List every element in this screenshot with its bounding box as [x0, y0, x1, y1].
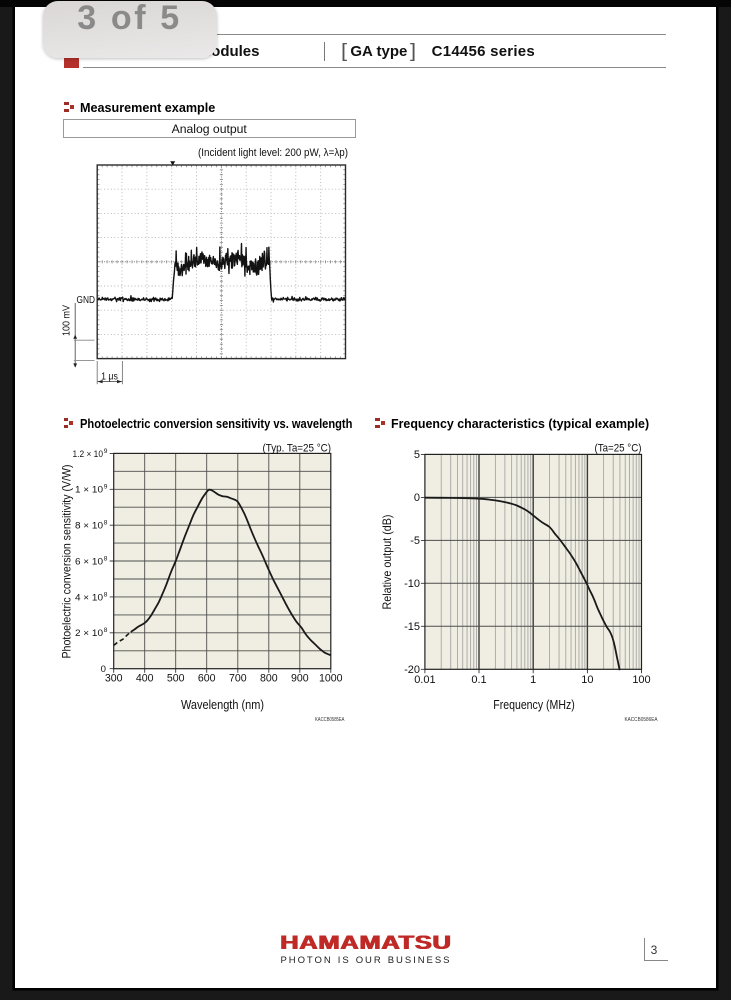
- svg-text:100 mV: 100 mV: [61, 305, 72, 336]
- svg-text:9: 9: [104, 448, 108, 455]
- svg-text:-10: -10: [404, 578, 420, 590]
- svg-text:-15: -15: [404, 621, 420, 633]
- svg-text:6 × 10: 6 × 10: [75, 556, 103, 567]
- svg-text:400: 400: [136, 673, 154, 685]
- svg-text:1 μs: 1 μs: [101, 372, 118, 383]
- svg-text:800: 800: [260, 673, 278, 685]
- svg-text:500: 500: [167, 673, 185, 685]
- svg-text:100: 100: [632, 674, 650, 686]
- svg-text:9: 9: [104, 484, 108, 491]
- svg-text:1000: 1000: [319, 673, 343, 685]
- svg-text:2 × 10: 2 × 10: [75, 628, 103, 639]
- svg-text:KACCB0585EA: KACCB0585EA: [315, 717, 345, 723]
- svg-text:4 × 10: 4 × 10: [75, 592, 103, 603]
- svg-text:1.2 × 10: 1.2 × 10: [73, 449, 104, 460]
- svg-text:1: 1: [530, 674, 536, 686]
- svg-text:Relative output (dB): Relative output (dB): [380, 515, 394, 610]
- svg-text:Photoelectric conversion sensi: Photoelectric conversion sensitivity (V/…: [60, 465, 74, 659]
- svg-text:KACCB0586EA: KACCB0586EA: [625, 717, 658, 723]
- svg-text:Wavelength (nm): Wavelength (nm): [181, 698, 264, 712]
- svg-text:900: 900: [291, 673, 309, 685]
- svg-text:(Ta=25 °C): (Ta=25 °C): [595, 443, 642, 455]
- svg-text:0: 0: [101, 664, 106, 675]
- svg-text:600: 600: [198, 673, 216, 685]
- svg-text:8: 8: [104, 520, 108, 527]
- svg-text:10: 10: [581, 674, 593, 686]
- svg-text:8: 8: [104, 555, 108, 562]
- svg-text:8: 8: [104, 591, 108, 598]
- svg-text:1 × 10: 1 × 10: [75, 485, 103, 496]
- svg-text:-20: -20: [404, 664, 420, 676]
- svg-text:8 × 10: 8 × 10: [75, 521, 103, 532]
- svg-text:5: 5: [414, 449, 420, 461]
- svg-text:GND: GND: [77, 295, 96, 306]
- svg-text:0: 0: [414, 492, 420, 504]
- svg-text:Frequency (MHz): Frequency (MHz): [493, 698, 575, 712]
- svg-text:-5: -5: [410, 535, 420, 547]
- svg-text:300: 300: [105, 673, 123, 685]
- svg-text:700: 700: [229, 673, 247, 685]
- svg-text:0.1: 0.1: [471, 674, 486, 686]
- svg-text:(Typ. Ta=25 °C): (Typ. Ta=25 °C): [263, 443, 332, 455]
- svg-text:0.01: 0.01: [414, 674, 435, 686]
- svg-text:8: 8: [104, 627, 108, 634]
